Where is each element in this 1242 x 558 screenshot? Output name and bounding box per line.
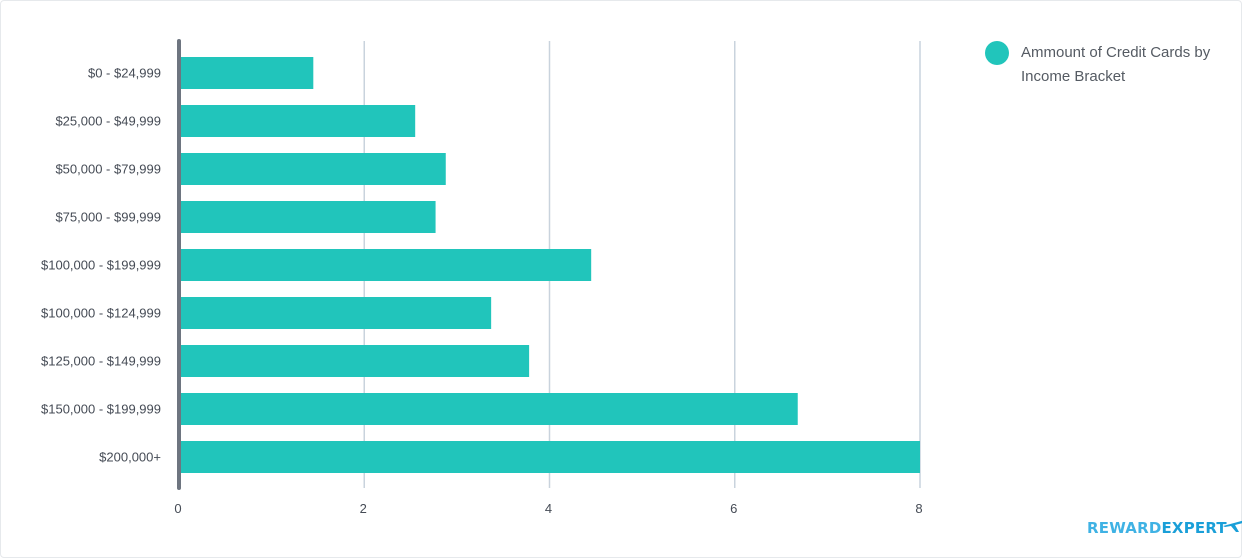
bar	[179, 201, 436, 233]
y-tick-label: $100,000 - $124,999	[41, 306, 161, 321]
y-tick-label: $25,000 - $49,999	[55, 114, 161, 129]
y-tick-label: $150,000 - $199,999	[41, 402, 161, 417]
y-tick-label: $50,000 - $79,999	[55, 162, 161, 177]
x-tick-label: 8	[915, 501, 922, 516]
brand-part1: REWARD	[1087, 519, 1162, 537]
y-tick-label: $0 - $24,999	[88, 66, 161, 81]
y-tick-label: $125,000 - $149,999	[41, 354, 161, 369]
bars	[179, 57, 920, 473]
brand-part2: EXPERT	[1161, 519, 1227, 537]
bar	[179, 153, 446, 185]
bar	[179, 393, 798, 425]
bar	[179, 105, 416, 137]
x-tick-label: 6	[730, 501, 737, 516]
bar	[179, 249, 592, 281]
bar	[179, 345, 530, 377]
bar	[179, 57, 314, 89]
x-tick-label: 2	[360, 501, 367, 516]
y-tick-label: $200,000+	[99, 450, 161, 465]
legend: Ammount of Credit Cards by Income Bracke…	[985, 41, 1211, 89]
x-tick-label: 0	[174, 501, 181, 516]
y-tick-label: $100,000 - $199,999	[41, 258, 161, 273]
legend-swatch	[985, 41, 1009, 65]
bar	[179, 297, 492, 329]
brand-logo: REWARD EXPERT	[1087, 519, 1242, 537]
bar	[179, 441, 920, 473]
tick-labels: 0 2 4 6 8 $0 - $24,999 $25,000 - $49,999 $50,00…	[41, 66, 923, 517]
x-tick-label: 4	[545, 501, 552, 516]
y-tick-label: $75,000 - $99,999	[55, 210, 161, 225]
legend-label: Ammount of Credit Cards by Income Bracke…	[1021, 44, 1211, 85]
airplane-icon	[1222, 520, 1242, 532]
